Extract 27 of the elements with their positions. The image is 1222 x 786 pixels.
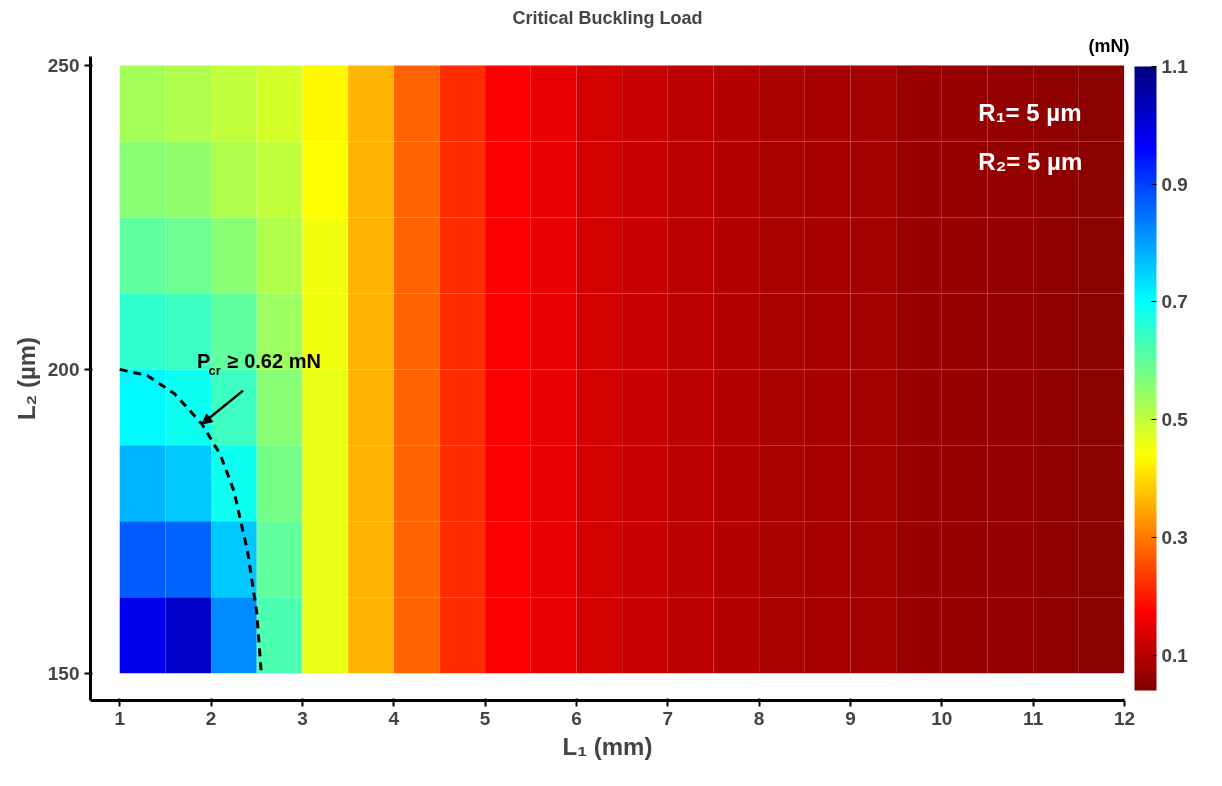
x-tick-label: 12 — [1113, 707, 1136, 729]
x-tick-label: 1 — [114, 707, 126, 729]
color-bar-label: 0.3 — [1161, 526, 1188, 548]
x-tick-label: 4 — [388, 707, 400, 729]
y-tick-label: 150 — [47, 662, 80, 684]
color-bar-label: 0.7 — [1161, 291, 1188, 313]
color-bar-title: (mN) — [1088, 35, 1130, 56]
x-tick-label: 3 — [297, 707, 308, 729]
x-tick-label: 10 — [931, 707, 953, 729]
x-axis-title: L₁ (mm) — [562, 732, 653, 760]
color-bar-label: 1.1 — [1161, 56, 1189, 77]
x-tick-label: 2 — [205, 707, 217, 729]
x-tick-label: 7 — [662, 707, 674, 729]
annotation: R₂= 5 µm — [978, 147, 1083, 175]
color-bar-label: 0.9 — [1161, 173, 1188, 195]
x-tick-label: 9 — [845, 707, 856, 729]
y-tick-label: 200 — [47, 358, 80, 380]
x-tick-label: 5 — [479, 707, 491, 729]
annotation: R₁= 5 µm — [978, 99, 1082, 127]
chart-title: Critical Buckling Load — [512, 7, 703, 28]
x-tick-label: 8 — [753, 707, 765, 729]
x-tick-label: 6 — [571, 707, 582, 729]
x-tick-label: 11 — [1023, 707, 1044, 729]
color-bar-label: 0.5 — [1161, 409, 1189, 431]
y-axis-title: L₂ (µm) — [12, 336, 40, 421]
color-bar-label: 0.1 — [1161, 644, 1189, 666]
y-tick-label: 250 — [47, 55, 80, 77]
